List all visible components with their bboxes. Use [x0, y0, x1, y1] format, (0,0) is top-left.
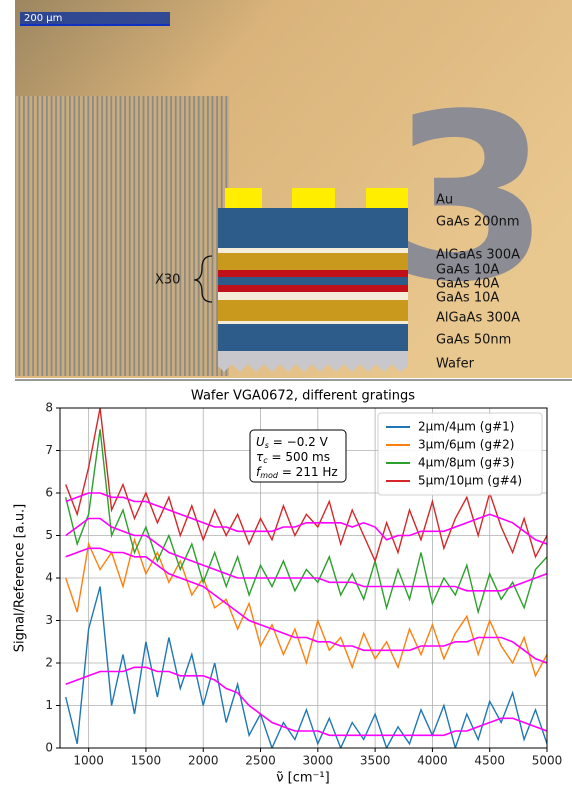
- y-tick-label: 1: [45, 698, 53, 712]
- layer-label: GaAs 10A: [436, 291, 499, 306]
- legend-label: 2µm/4µm (g#1): [418, 420, 514, 434]
- y-tick-label: 2: [45, 656, 53, 670]
- annotation-rest: = 500 ms: [268, 450, 330, 464]
- legend: 2µm/4µm (g#1) 3µm/6µm (g#2) 4µm/8µm (g#3) 5…: [378, 413, 542, 495]
- chart-title: Wafer VGA0672, different gratings: [191, 389, 415, 404]
- annotation-rest: = −0.2 V: [269, 435, 329, 449]
- x-tick-label: 2000: [188, 754, 219, 768]
- layer-label: GaAs 40A: [436, 277, 499, 292]
- x-axis-label: ν̃ [cm⁻¹]: [276, 771, 329, 786]
- figure: 200 µm 3 X30 Wafer VGA0672, different gr…: [0, 0, 572, 790]
- layer-label: Au: [436, 193, 453, 208]
- repeat-label: X30: [155, 273, 180, 288]
- layer: [218, 270, 408, 277]
- y-tick-label: 4: [45, 571, 53, 585]
- x-tick-label: 3000: [303, 754, 334, 768]
- x-tick-label: 5000: [532, 754, 563, 768]
- layer-label: GaAs 50nm: [436, 333, 511, 348]
- legend-label: 5µm/10µm (g#4): [418, 474, 522, 488]
- layer-label: AlGaAs 300A: [436, 248, 520, 263]
- annotation-rest: = 211 Hz: [278, 465, 338, 479]
- layer-label: AlGaAs 300A: [436, 311, 520, 326]
- x-tick-label: 4500: [474, 754, 505, 768]
- x-tick-label: 3500: [360, 754, 391, 768]
- x-tick-label: 2500: [245, 754, 276, 768]
- layer: [218, 248, 408, 253]
- legend-label: 4µm/8µm (g#3): [418, 456, 514, 470]
- y-tick-label: 7: [45, 443, 53, 457]
- annotation-text: τc = 500 ms: [256, 450, 330, 465]
- y-axis-label: Signal/Reference [a.u.]: [13, 504, 28, 653]
- layer: [218, 324, 408, 351]
- y-tick-label: 3: [45, 613, 53, 627]
- annotation-sub: mod: [260, 471, 279, 480]
- grating: [15, 96, 229, 376]
- layer: [218, 300, 408, 321]
- au-pad: [225, 188, 262, 208]
- y-tick-label: 0: [45, 741, 53, 755]
- x-tick-label: 1500: [131, 754, 162, 768]
- layer: [218, 292, 408, 300]
- layer: [218, 285, 408, 292]
- au-pad: [366, 188, 408, 208]
- annotation-symbol: U: [256, 435, 265, 449]
- scale-bar-label: 200 µm: [24, 13, 62, 24]
- y-tick-label: 8: [45, 401, 53, 415]
- layer: [218, 253, 408, 270]
- layer: [218, 208, 408, 248]
- x-tick-label: 1000: [73, 754, 104, 768]
- au-pad: [292, 188, 335, 208]
- x-tick-label: 4000: [417, 754, 448, 768]
- layer: [218, 321, 408, 324]
- layer-label: GaAs 10A: [436, 263, 499, 278]
- layer-label: Wafer: [436, 357, 475, 372]
- layer: [218, 277, 408, 285]
- page: {"figure": {"scale_bar": "200 µm", "digi…: [0, 0, 572, 790]
- layer-label: GaAs 200nm: [436, 215, 520, 230]
- legend-label: 3µm/6µm (g#2): [418, 438, 514, 452]
- y-tick-label: 5: [45, 528, 53, 542]
- y-tick-label: 6: [45, 486, 53, 500]
